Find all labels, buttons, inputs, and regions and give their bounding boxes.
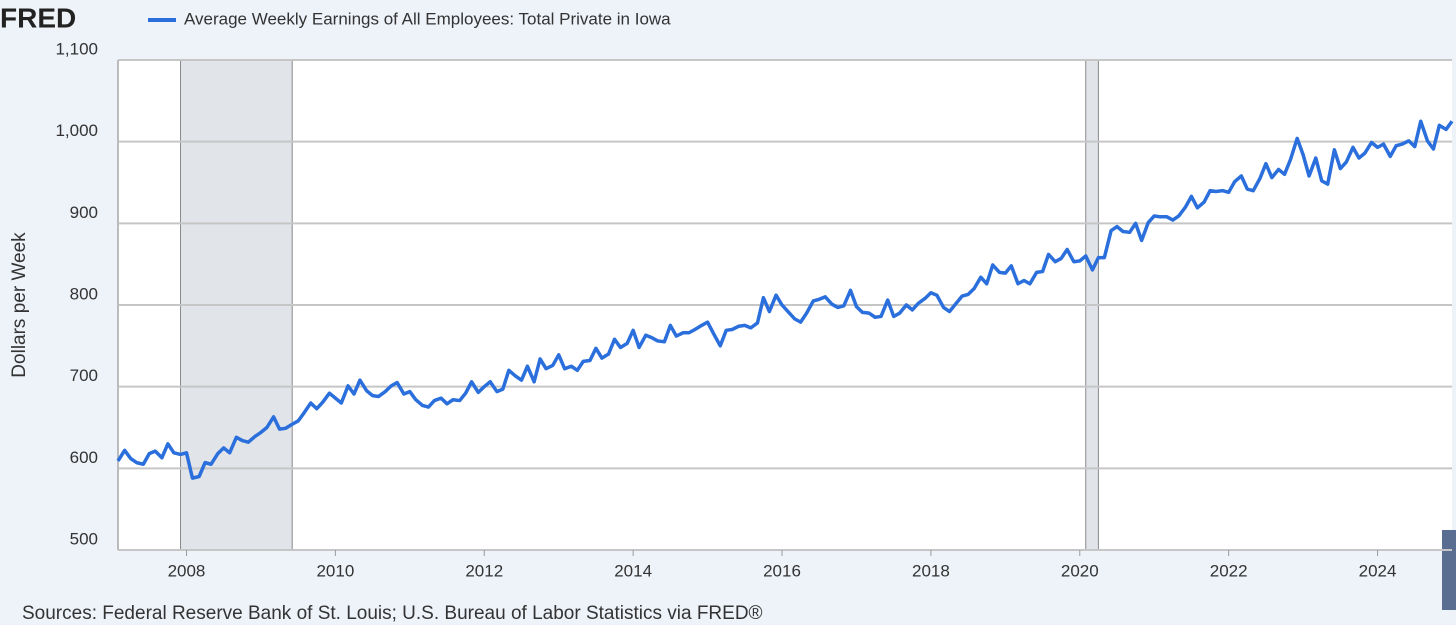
x-tick-label: 2010 <box>316 561 354 580</box>
y-tick-label: 1,100 <box>55 39 98 58</box>
data-line <box>116 119 1454 480</box>
x-tick-label: 2020 <box>1061 561 1099 580</box>
scroll-handle[interactable] <box>1442 530 1456 610</box>
logo: FRED <box>0 2 76 33</box>
x-tick-label: 2016 <box>763 561 801 580</box>
x-tick-label: 2018 <box>912 561 950 580</box>
x-tick-label: 2022 <box>1210 561 1248 580</box>
y-tick-label: 600 <box>70 448 98 467</box>
source-note: Sources: Federal Reserve Bank of St. Lou… <box>22 603 763 624</box>
x-tick-label: 2014 <box>614 561 652 580</box>
x-tick-label: 2008 <box>168 561 206 580</box>
chart-title: Average Weekly Earnings of All Employees… <box>184 9 671 28</box>
x-tick-label: 2012 <box>465 561 503 580</box>
y-tick-label: 1,000 <box>55 121 98 140</box>
y-tick-label: 500 <box>70 529 98 548</box>
y-tick-label: 900 <box>70 203 98 222</box>
x-tick-label: 2024 <box>1359 561 1397 580</box>
y-axis-label: Dollars per Week <box>9 232 30 378</box>
y-tick-label: 800 <box>70 284 98 303</box>
y-tick-label: 700 <box>70 366 98 385</box>
